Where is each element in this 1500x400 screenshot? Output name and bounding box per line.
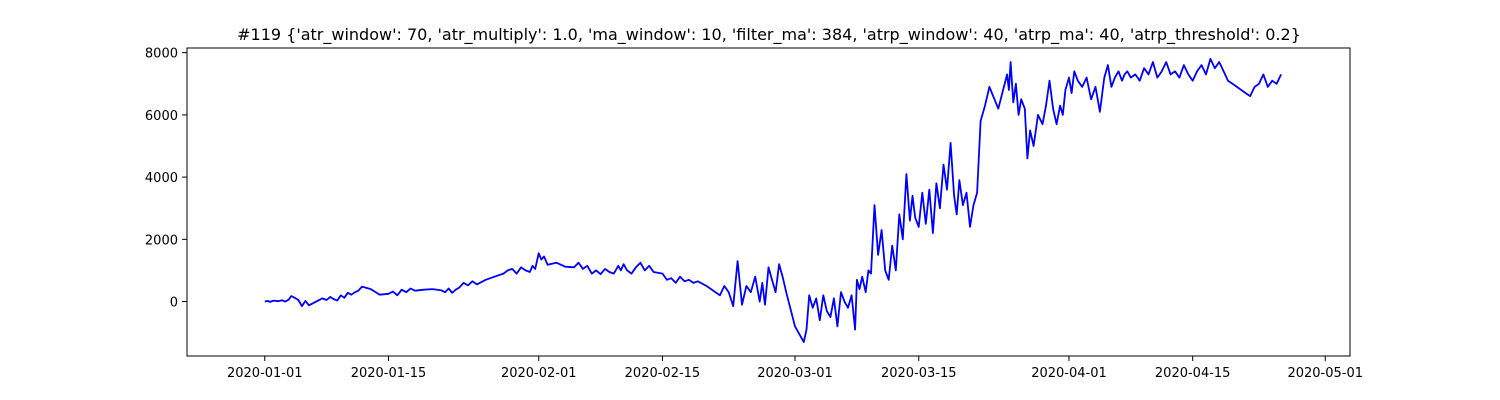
- chart-title: #119 {'atr_window': 70, 'atr_multiply': …: [237, 25, 1301, 45]
- y-tick-label: 0: [170, 296, 178, 311]
- y-tick-label: 6000: [145, 109, 178, 124]
- x-tick-label: 2020-03-15: [881, 366, 957, 381]
- x-tick-label: 2020-04-01: [1031, 366, 1107, 381]
- series-line-equity: [264, 58, 1282, 343]
- y-tick-label: 2000: [145, 233, 178, 248]
- axis-ticks: 2020-01-01 2020-01-15 2020-02-01 2020-02-15…: [145, 47, 1363, 381]
- x-tick-label: 2020-04-15: [1155, 366, 1231, 381]
- x-tick-label: 2020-02-01: [501, 366, 577, 381]
- y-tick-label: 8000: [145, 47, 178, 62]
- x-tick-label: 2020-03-01: [757, 366, 833, 381]
- y-tick-label: 4000: [145, 171, 178, 186]
- plot-frame: [186, 47, 1351, 357]
- plot-area: [264, 58, 1282, 343]
- x-tick-label: 2020-01-15: [351, 366, 427, 381]
- x-tick-label: 2020-01-01: [227, 366, 303, 381]
- x-tick-label: 2020-05-01: [1287, 366, 1363, 381]
- x-tick-label: 2020-02-15: [625, 366, 701, 381]
